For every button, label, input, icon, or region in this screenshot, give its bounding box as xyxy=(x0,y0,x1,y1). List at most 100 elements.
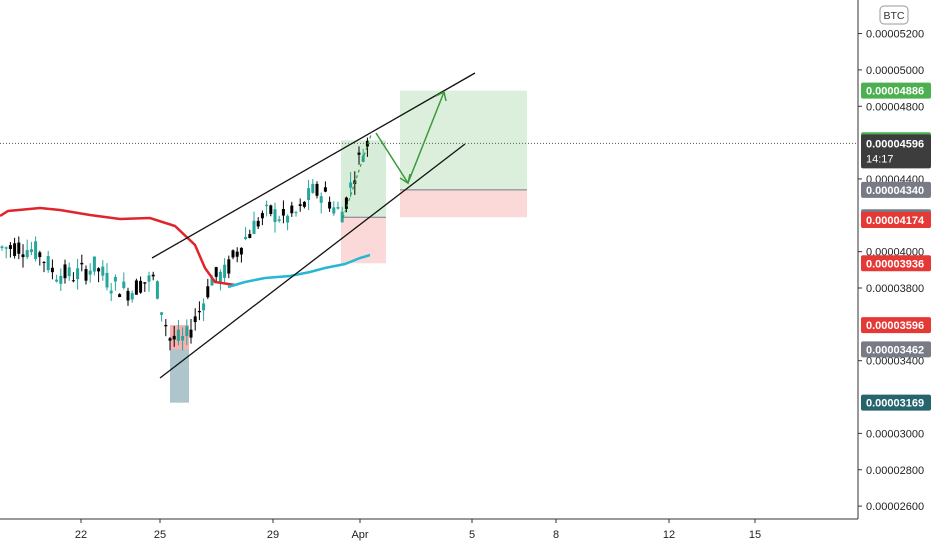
early-target-zone xyxy=(170,349,189,403)
red-indicator-line xyxy=(0,206,236,287)
time-tick-label: 8 xyxy=(553,529,559,541)
cyan-indicator-line xyxy=(227,253,371,289)
price-tag-label: 0.00003169 xyxy=(866,398,924,410)
candle-body xyxy=(328,201,332,209)
price-tick-label: 0.00005000 xyxy=(866,65,924,77)
candle-body xyxy=(155,281,159,299)
time-tick-label: 12 xyxy=(663,529,675,541)
price-tick-label: 0.00003400 xyxy=(866,356,924,368)
candle-body xyxy=(92,256,96,272)
candle-body xyxy=(235,251,239,257)
candle-body xyxy=(294,212,298,214)
candle-body xyxy=(298,204,302,207)
long-target-zone xyxy=(400,90,527,190)
projection-arrowhead-down xyxy=(399,173,411,185)
candle-body xyxy=(244,236,248,240)
candle-body xyxy=(134,280,138,295)
currency-label: BTC xyxy=(884,10,905,22)
indicator-lines xyxy=(0,206,371,289)
candle-body xyxy=(59,275,63,284)
candle-body xyxy=(256,220,260,227)
candle-body xyxy=(113,276,117,282)
candle-body xyxy=(290,205,294,214)
candle-body xyxy=(252,220,256,234)
candle-body xyxy=(185,326,189,337)
currency-badge xyxy=(879,5,909,25)
time-tick-label: 29 xyxy=(267,529,279,541)
candle-body xyxy=(349,182,353,188)
price-tick-label: 0.00002800 xyxy=(866,465,924,477)
time-tick-label: 15 xyxy=(749,529,761,541)
candle-body xyxy=(239,247,243,255)
candle-body xyxy=(193,316,197,323)
candle-body xyxy=(248,234,252,238)
price-tag xyxy=(861,82,931,99)
candle-body xyxy=(273,209,277,223)
countdown-label: 14:17 xyxy=(866,153,894,165)
candle-body xyxy=(202,303,206,311)
candle-body xyxy=(105,272,109,288)
candle-body xyxy=(101,266,105,276)
price-tag xyxy=(861,212,931,229)
candle-body xyxy=(281,208,285,216)
candle-body xyxy=(332,207,336,214)
candle-body xyxy=(8,245,12,250)
candle-body xyxy=(168,338,172,341)
candle-body xyxy=(319,196,323,203)
channel-upper-line xyxy=(151,72,476,259)
price-tag xyxy=(861,255,931,272)
price-tick-label: 0.00002600 xyxy=(866,501,924,513)
candle-body xyxy=(311,183,315,193)
time-tick-label: 22 xyxy=(75,529,87,541)
candle-body xyxy=(340,211,344,223)
price-tick-label: 0.00005200 xyxy=(866,29,924,41)
candle-body xyxy=(172,335,176,340)
candle-body xyxy=(118,294,122,297)
candle-body xyxy=(4,247,8,249)
candle-body xyxy=(21,254,25,258)
candle-body xyxy=(265,204,269,207)
candle-body xyxy=(176,329,180,341)
price-tag xyxy=(861,394,931,411)
candle-body xyxy=(214,267,218,277)
candle-body xyxy=(139,280,143,293)
candle-body xyxy=(38,252,42,258)
candle-body xyxy=(307,188,311,201)
candle-body xyxy=(122,281,126,289)
candle-body xyxy=(34,241,38,260)
candle-body xyxy=(286,215,290,223)
candle-body xyxy=(67,267,71,277)
candle-body xyxy=(25,250,29,258)
time-tick-label: Apr xyxy=(351,529,368,541)
candle-body xyxy=(97,268,101,272)
candle-body xyxy=(29,249,33,253)
candle-body xyxy=(71,280,75,282)
candle-body xyxy=(315,183,319,196)
candle-body xyxy=(88,270,92,275)
candle-body xyxy=(227,259,231,274)
candle-body xyxy=(277,219,281,222)
current-price-tag xyxy=(861,134,931,169)
channel-lower-line xyxy=(159,143,466,379)
candle-body xyxy=(344,197,348,209)
executed-stop-zone xyxy=(341,217,386,264)
candle-body xyxy=(42,262,46,264)
candle-body xyxy=(17,242,21,254)
price-tag xyxy=(861,181,931,198)
price-tick-label: 0.00004800 xyxy=(866,101,924,113)
candle-body xyxy=(181,335,185,341)
drawings xyxy=(151,72,476,379)
candle-body xyxy=(147,275,151,282)
candle-body xyxy=(189,329,193,338)
candle-body xyxy=(0,246,4,249)
candle-body xyxy=(151,274,155,277)
candle-body xyxy=(357,152,361,155)
price-tag xyxy=(861,317,931,334)
candle-body xyxy=(80,262,84,265)
candle-body xyxy=(365,140,369,147)
candle-body xyxy=(210,278,214,286)
price-tick-label: 0.00003800 xyxy=(866,283,924,295)
candle-body xyxy=(63,264,67,279)
